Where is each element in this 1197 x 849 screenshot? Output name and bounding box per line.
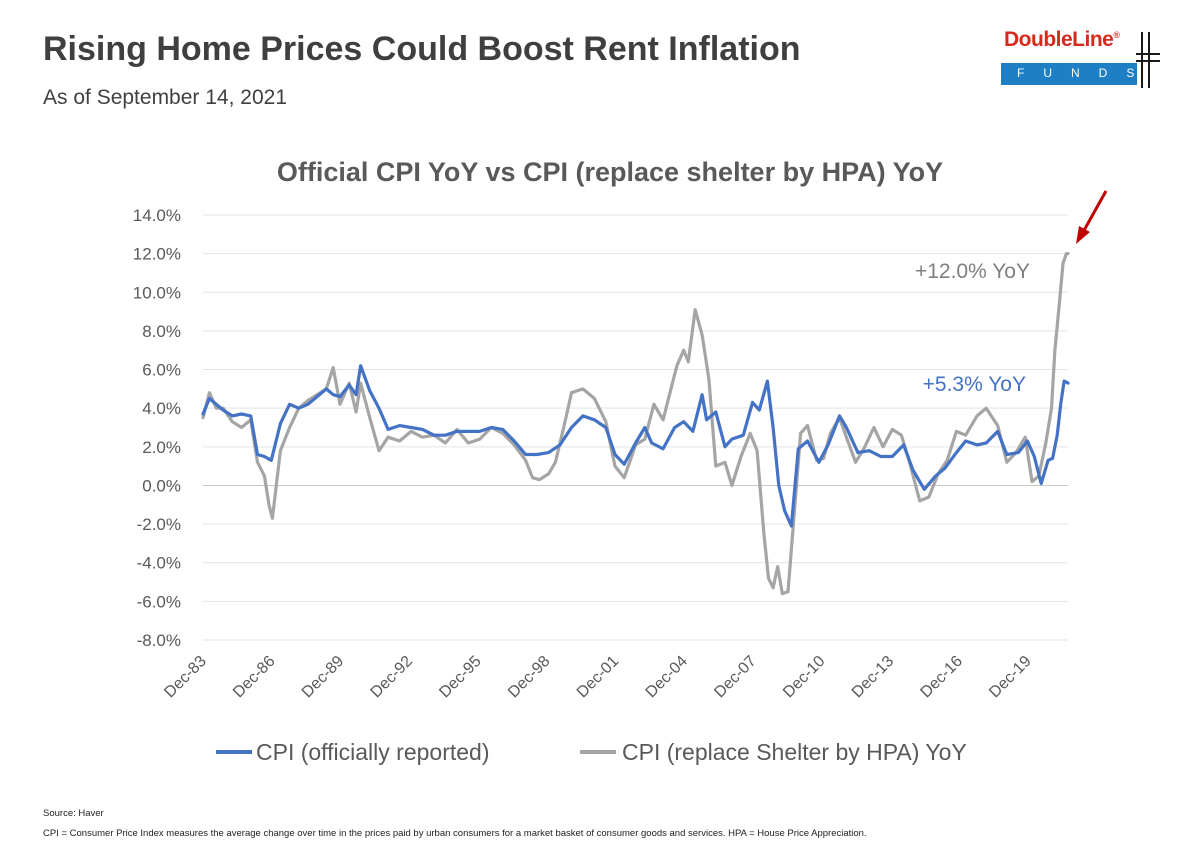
- x-tick-label: Dec-86: [230, 653, 279, 702]
- x-tick-label: Dec-10: [780, 653, 829, 702]
- y-tick-label: 12.0%: [133, 245, 181, 264]
- chart-legend: CPI (officially reported) CPI (replace Sh…: [216, 739, 967, 765]
- logo-name: DoubleLine: [1004, 28, 1114, 51]
- x-tick-label: Dec-92: [368, 653, 417, 702]
- annotation-hpa-yoy: +12.0% YoY: [915, 260, 1030, 283]
- y-tick-label: 2.0%: [142, 438, 181, 457]
- y-tick-label: -6.0%: [137, 592, 181, 611]
- page-title: Rising Home Prices Could Boost Rent Infl…: [43, 30, 801, 68]
- red-arrow-head: [1076, 226, 1090, 244]
- x-tick-label: Dec-01: [574, 653, 623, 702]
- logo-tagline: FUNDS: [1017, 66, 1154, 80]
- red-arrow-shaft: [1080, 190, 1108, 235]
- series-line-cpi-official: [201, 364, 1070, 528]
- source-note: Source: Haver: [43, 808, 104, 819]
- x-tick-label: Dec-07: [711, 653, 760, 702]
- logo-funds-bar: FUNDS: [1001, 63, 1137, 85]
- definition-footnote: CPI = Consumer Price Index measures the …: [43, 828, 867, 839]
- cpi-line-chart: Official CPI YoY vs CPI (replace shelter…: [133, 157, 1108, 765]
- logo-wordmark: DoubleLine®: [1004, 28, 1120, 52]
- chart-annotations: +12.0% YoY +5.3% YoY: [915, 190, 1108, 396]
- chart-title: Official CPI YoY vs CPI (replace shelter…: [277, 157, 943, 187]
- x-axis-ticks: Dec-83 Dec-86 Dec-89 Dec-92 Dec-95 Dec-98 Dec-…: [161, 653, 1034, 702]
- x-tick-label: Dec-89: [299, 653, 348, 702]
- page-subtitle: As of September 14, 2021: [43, 86, 287, 109]
- x-tick-label: Dec-04: [643, 653, 692, 702]
- y-tick-label: -4.0%: [137, 554, 181, 573]
- y-tick-label: 8.0%: [142, 322, 181, 341]
- y-tick-label: 14.0%: [133, 206, 181, 225]
- y-tick-label: -2.0%: [137, 515, 181, 534]
- logo-registered-mark: ®: [1113, 30, 1120, 40]
- x-tick-label: Dec-98: [505, 653, 554, 702]
- chart-series-lines: [201, 252, 1070, 596]
- legend-label-cpi-official: CPI (officially reported): [256, 739, 490, 765]
- y-tick-label: 10.0%: [133, 283, 181, 302]
- y-tick-label: -8.0%: [137, 631, 181, 650]
- y-tick-label: 0.0%: [142, 476, 181, 495]
- y-axis-ticks: -8.0% -6.0% -4.0% -2.0% 0.0% 2.0% 4.0% 6.0% 8.0%…: [133, 206, 181, 650]
- logo-crosshatch-icon: [1136, 32, 1160, 88]
- series-line-cpi-hpa: [201, 252, 1070, 596]
- legend-label-cpi-hpa: CPI (replace Shelter by HPA) YoY: [622, 739, 967, 765]
- x-tick-label: Dec-19: [986, 653, 1035, 702]
- annotation-cpi-yoy: +5.3% YoY: [923, 373, 1026, 396]
- y-tick-label: 6.0%: [142, 361, 181, 380]
- x-tick-label: Dec-95: [436, 653, 485, 702]
- x-tick-label: Dec-13: [849, 653, 898, 702]
- doubleline-logo: DoubleLine® FUNDS: [1000, 28, 1160, 90]
- x-tick-label: Dec-83: [161, 653, 210, 702]
- chart-gridlines: [203, 214, 1068, 641]
- y-tick-label: 4.0%: [142, 399, 181, 418]
- x-tick-label: Dec-16: [917, 653, 966, 702]
